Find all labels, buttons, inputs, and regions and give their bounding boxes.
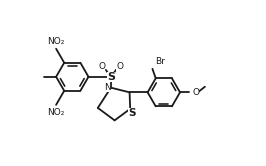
Text: NO₂: NO₂ (47, 37, 65, 46)
Text: S: S (128, 108, 135, 118)
Text: NO₂: NO₂ (47, 108, 65, 117)
Text: S: S (107, 72, 115, 82)
Text: Br: Br (155, 57, 165, 66)
Text: O: O (98, 62, 105, 71)
Text: N: N (104, 83, 111, 92)
Text: O: O (192, 88, 199, 97)
Text: O: O (117, 62, 123, 71)
